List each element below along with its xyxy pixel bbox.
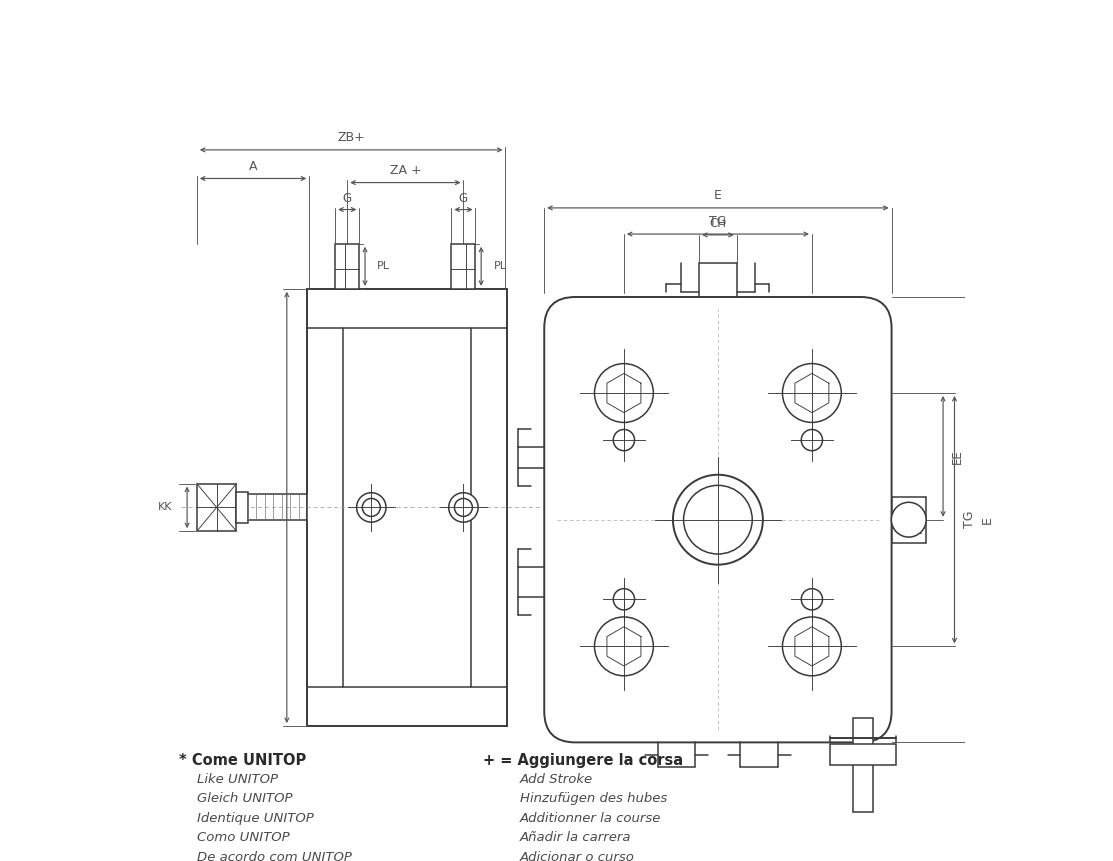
Text: Gleich UNITOP: Gleich UNITOP [197, 792, 293, 805]
Circle shape [673, 474, 762, 565]
Text: G: G [459, 192, 467, 205]
Circle shape [613, 430, 634, 450]
Text: Add Stroke: Add Stroke [520, 772, 593, 785]
Text: Como UNITOP: Como UNITOP [197, 832, 289, 845]
Bar [892, 497, 926, 542]
Text: Additionner la course: Additionner la course [520, 812, 661, 825]
Text: KK: KK [158, 503, 173, 512]
Text: Like UNITOP: Like UNITOP [197, 772, 278, 785]
Text: PL: PL [377, 262, 391, 271]
Circle shape [454, 499, 472, 517]
Text: CH: CH [709, 217, 727, 230]
Bar [236, 492, 248, 523]
Circle shape [801, 589, 823, 610]
Text: + = Aggiungere la corsa: + = Aggiungere la corsa [483, 753, 683, 768]
Text: ZB+: ZB+ [337, 131, 365, 144]
Text: TG: TG [963, 511, 976, 529]
Circle shape [892, 502, 926, 537]
Text: Adicionar o curso: Adicionar o curso [520, 851, 634, 861]
Bar [307, 288, 508, 726]
Text: * Come UNITOP: * Come UNITOP [179, 753, 306, 768]
Bar [854, 718, 873, 812]
Circle shape [363, 499, 381, 517]
Text: Hinzufügen des hubes: Hinzufügen des hubes [520, 792, 667, 805]
Text: ZA +: ZA + [390, 164, 421, 177]
Text: EE: EE [951, 449, 964, 464]
Bar [197, 484, 236, 531]
Text: Añadir la carrera: Añadir la carrera [520, 832, 631, 845]
Text: E: E [713, 189, 722, 202]
Text: A: A [249, 160, 257, 173]
Bar [335, 244, 359, 288]
Circle shape [449, 492, 479, 522]
Text: Identique UNITOP: Identique UNITOP [197, 812, 314, 825]
Circle shape [356, 492, 386, 522]
Circle shape [801, 430, 823, 450]
Text: G: G [343, 192, 352, 205]
Text: TG: TG [709, 215, 727, 228]
Bar [830, 744, 896, 765]
Text: E: E [981, 516, 994, 523]
Text: PL: PL [493, 262, 506, 271]
Text: De acordo com UNITOP: De acordo com UNITOP [197, 851, 352, 861]
Circle shape [613, 589, 634, 610]
FancyBboxPatch shape [544, 297, 892, 742]
Circle shape [683, 486, 752, 554]
Bar [452, 244, 475, 288]
